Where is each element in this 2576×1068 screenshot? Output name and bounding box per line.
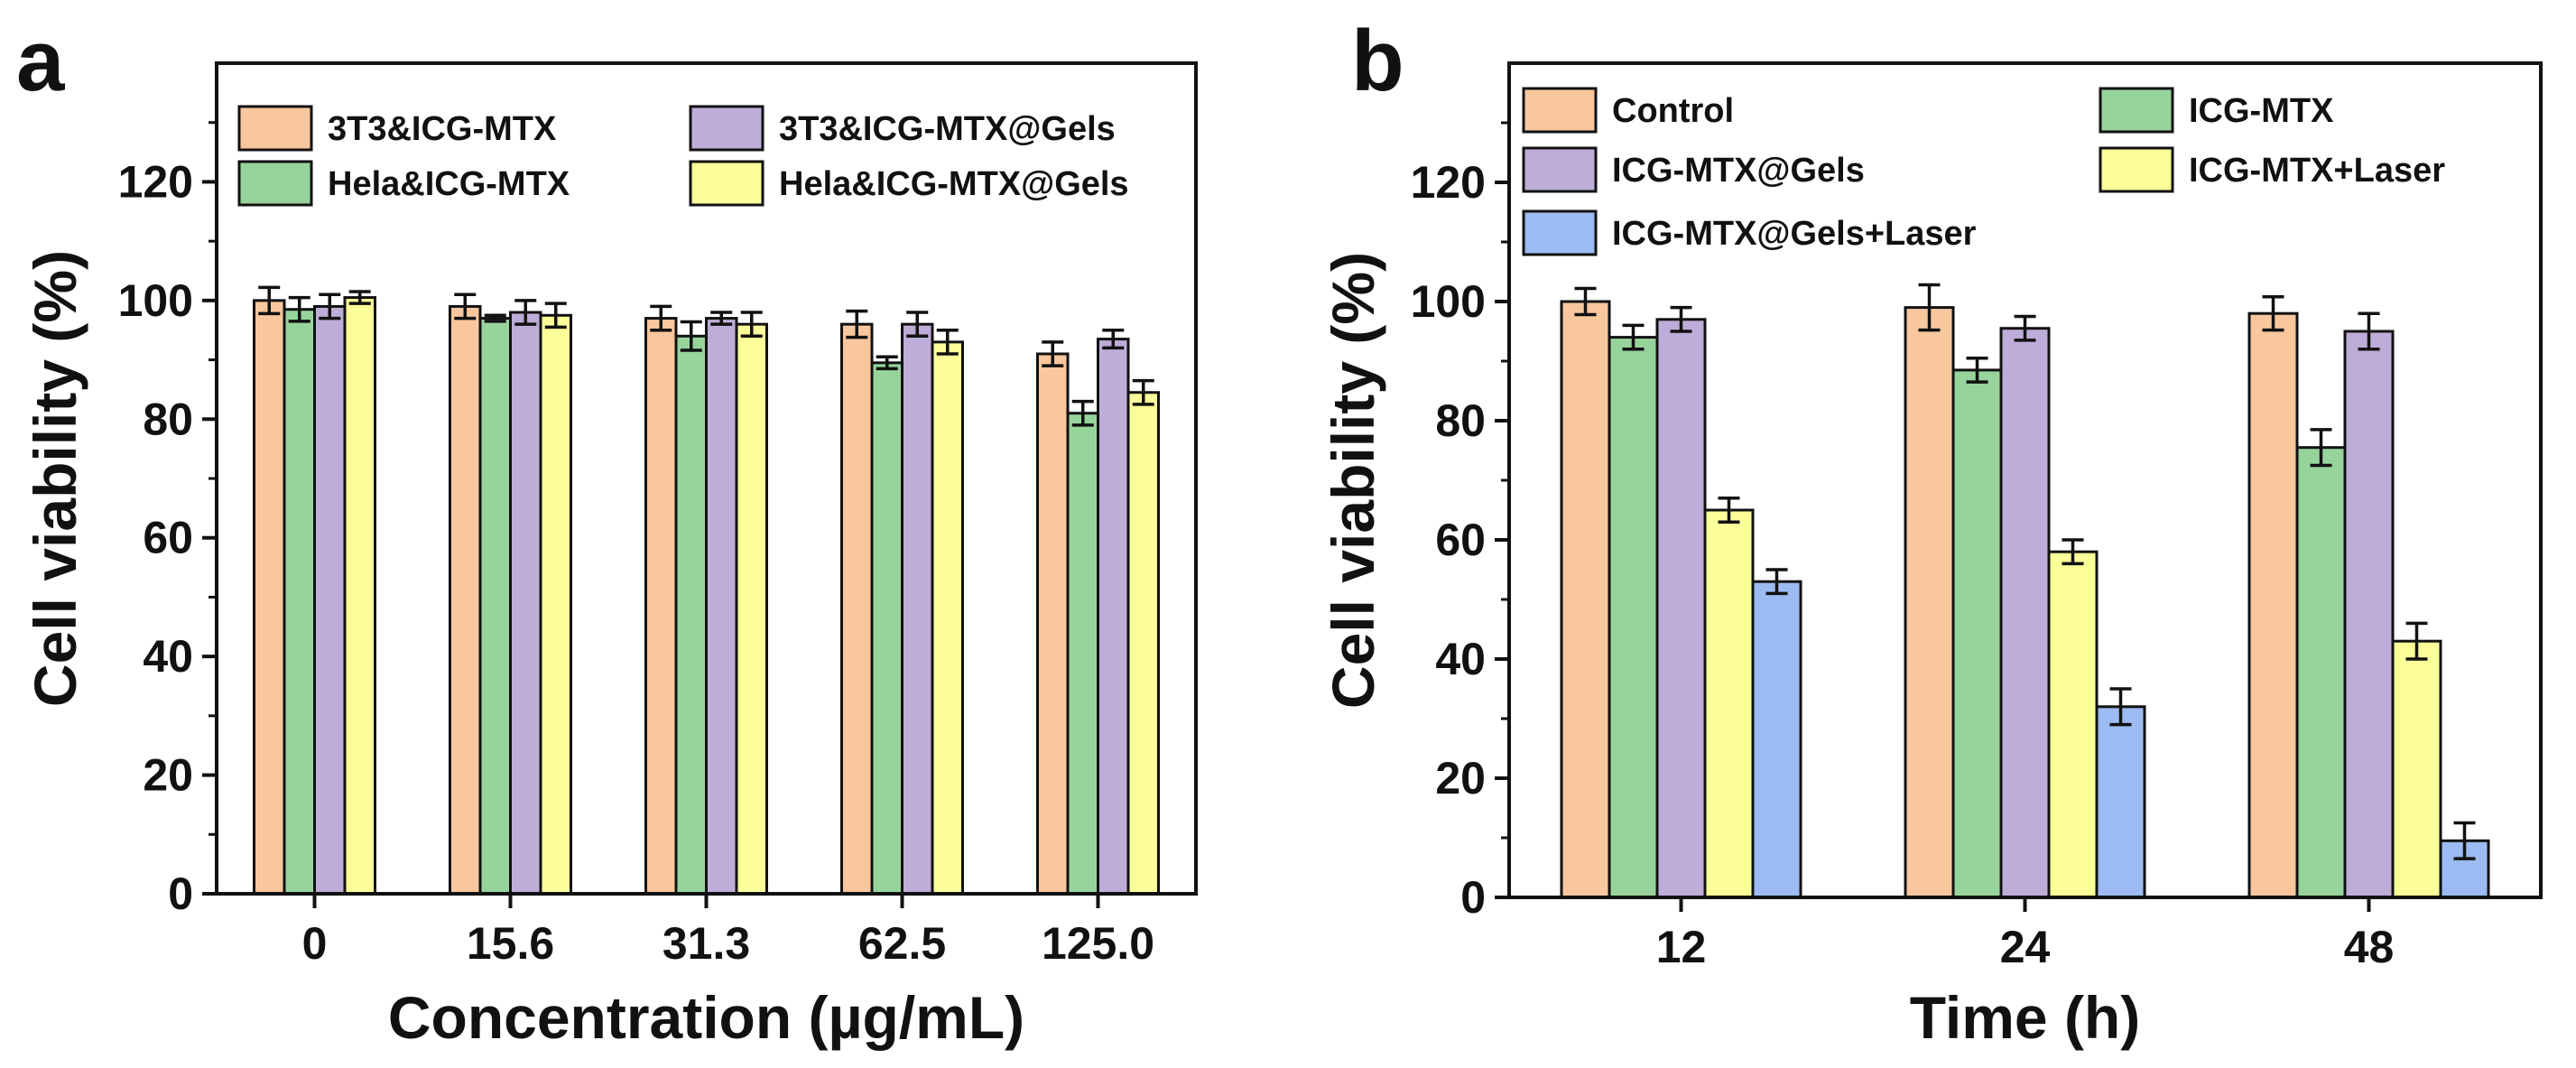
bar — [840, 322, 874, 896]
y-tick-label: 120 — [1411, 157, 1486, 208]
bar — [1904, 306, 1955, 899]
bar — [478, 317, 512, 896]
legend-swatch — [2099, 146, 2174, 193]
panel-letter: b — [1351, 13, 1404, 109]
y-tick-label: 20 — [1435, 753, 1486, 803]
series-5 — [1751, 568, 2490, 899]
series-4 — [343, 290, 1160, 896]
legend-swatch — [689, 160, 764, 207]
bar — [1608, 336, 1659, 899]
legend-label: Hela&ICG-MTX@Gels — [779, 165, 1129, 203]
bar — [253, 299, 286, 896]
bar — [1703, 508, 1755, 899]
bar — [283, 308, 316, 896]
legend-swatch — [2099, 87, 2174, 134]
x-tick-label: 125.0 — [1042, 918, 1154, 969]
bar — [1066, 412, 1099, 896]
bar — [870, 361, 903, 896]
legend-label: ICG-MTX — [2189, 92, 2334, 130]
x-tick-label: 0 — [302, 918, 328, 969]
y-tick-label: 100 — [118, 275, 193, 326]
bar — [2391, 639, 2442, 899]
legend: Control ICG-MTX ICG-MTX@Gels ICG-MTX+Laser I… — [1522, 87, 2445, 256]
bar — [644, 317, 678, 896]
legend-label: Control — [1612, 92, 1734, 130]
series-2 — [283, 295, 1099, 896]
legend-swatch — [1522, 87, 1598, 134]
panel-b-chart: b 0 20 40 60 80 100 120 12 24 48 Time (h) Cell viabi… — [1320, 13, 2543, 1051]
bar — [343, 296, 376, 896]
bar — [1999, 327, 2051, 899]
legend: 3T3&ICG-MTX 3T3&ICG-MTX@Gels Hela&ICG-MTX H… — [237, 105, 1129, 207]
y-tick-label: 80 — [143, 394, 193, 444]
series-1 — [253, 285, 1070, 896]
legend-label: ICG-MTX@Gels — [1612, 152, 1865, 190]
legend-swatch — [237, 160, 313, 207]
bar — [449, 304, 482, 896]
series-3 — [313, 293, 1130, 896]
legend-swatch — [237, 105, 313, 152]
y-axis-title: Cell viability (%) — [22, 250, 88, 707]
y-tick-label: 100 — [1411, 276, 1486, 327]
y-tick-label: 40 — [1435, 634, 1486, 684]
bar — [901, 322, 934, 896]
legend-label: 3T3&ICG-MTX@Gels — [779, 110, 1116, 148]
bar — [1560, 300, 1611, 899]
legend-label: ICG-MTX@Gels+Laser — [1612, 215, 1977, 253]
x-axis-title: Time (h) — [1910, 984, 2140, 1051]
series-4 — [1703, 497, 2442, 899]
x-tick-label: 62.5 — [858, 918, 946, 969]
x-tick-label: 15.6 — [467, 918, 554, 969]
legend-label: 3T3&ICG-MTX — [328, 110, 557, 148]
bar — [2343, 330, 2395, 899]
legend-swatch — [1522, 209, 1598, 256]
bar — [2095, 705, 2146, 899]
y-axis-title: Cell viability (%) — [1320, 252, 1386, 709]
legend-swatch — [689, 105, 764, 152]
x-tick-label: 31.3 — [663, 918, 750, 969]
x-tick-label: 24 — [2000, 922, 2051, 972]
y-tick-label: 0 — [168, 868, 193, 919]
legend-label: Hela&ICG-MTX — [328, 165, 570, 203]
y-tick-label: 80 — [1435, 395, 1486, 446]
bar — [2047, 550, 2099, 899]
legend-label: ICG-MTX+Laser — [2189, 152, 2445, 190]
y-tick-label: 40 — [143, 631, 193, 682]
panel-a-chart: a 0 20 40 60 80 100 120 0 15.6 31.3 62.5 125.0 Concen… — [16, 13, 1198, 1051]
series-2 — [1608, 323, 2347, 899]
bar — [509, 311, 542, 896]
y-tick-label: 120 — [118, 156, 193, 207]
y-tick-label: 60 — [1435, 515, 1486, 565]
panel-letter: a — [16, 13, 65, 109]
bar — [313, 304, 347, 896]
bar — [2295, 446, 2347, 899]
bar — [2247, 311, 2299, 899]
legend-swatch — [1522, 146, 1598, 193]
bar — [1951, 368, 2003, 899]
x-axis-title: Concentration (µg/mL) — [388, 984, 1024, 1051]
bar — [1097, 338, 1130, 896]
series-3 — [1655, 305, 2395, 899]
bar — [931, 340, 964, 896]
y-tick-label: 20 — [143, 750, 193, 801]
bar — [1655, 318, 1707, 899]
bar — [1126, 391, 1160, 896]
bar — [1036, 352, 1070, 896]
series-1 — [1560, 283, 2299, 899]
bar — [674, 334, 708, 896]
x-tick-label: 48 — [2344, 922, 2395, 972]
bar — [539, 313, 572, 896]
y-tick-label: 0 — [1460, 872, 1486, 923]
y-tick-label: 60 — [143, 513, 193, 563]
bar — [1751, 580, 1802, 899]
x-tick-label: 12 — [1656, 922, 1707, 972]
bar — [705, 317, 738, 896]
bar — [735, 322, 768, 896]
